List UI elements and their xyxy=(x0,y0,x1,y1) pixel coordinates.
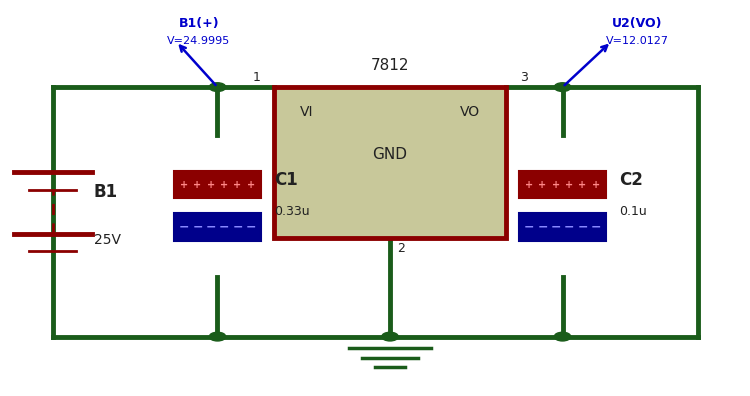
Text: +: + xyxy=(525,179,533,190)
Circle shape xyxy=(209,332,226,341)
Circle shape xyxy=(554,83,571,91)
Text: V=12.0127: V=12.0127 xyxy=(606,36,669,46)
Text: 0.33u: 0.33u xyxy=(274,205,310,218)
Text: −: − xyxy=(550,221,561,234)
Text: −: − xyxy=(524,221,534,234)
Bar xyxy=(519,213,606,241)
Text: +: + xyxy=(220,179,228,190)
Text: V=24.9995: V=24.9995 xyxy=(167,36,230,46)
Text: 1: 1 xyxy=(252,71,260,84)
Text: +: + xyxy=(565,179,573,190)
Text: 7812: 7812 xyxy=(370,58,410,73)
Text: −: − xyxy=(578,221,588,234)
Text: −: − xyxy=(232,221,243,234)
Text: 0.1u: 0.1u xyxy=(620,205,646,218)
Circle shape xyxy=(209,83,226,91)
Text: +: + xyxy=(207,179,215,190)
Text: 3: 3 xyxy=(520,71,528,84)
Circle shape xyxy=(382,332,398,341)
Text: VO: VO xyxy=(460,105,480,119)
Text: U2(VO): U2(VO) xyxy=(612,17,663,30)
Text: +: + xyxy=(233,179,242,190)
Text: −: − xyxy=(245,221,256,234)
Text: +: + xyxy=(592,179,600,190)
Bar xyxy=(174,171,261,198)
Text: −: − xyxy=(178,221,189,234)
Text: +: + xyxy=(180,179,188,190)
Text: GND: GND xyxy=(373,147,407,162)
Text: +: + xyxy=(247,179,255,190)
Circle shape xyxy=(554,332,571,341)
Text: −: − xyxy=(537,221,548,234)
Text: −: − xyxy=(206,221,216,234)
Text: −: − xyxy=(219,221,230,234)
Bar xyxy=(274,87,506,238)
Bar xyxy=(519,171,606,198)
Text: B1(+): B1(+) xyxy=(178,17,219,30)
Text: +: + xyxy=(552,179,560,190)
Text: +: + xyxy=(578,179,586,190)
Text: −: − xyxy=(192,221,202,234)
Text: +: + xyxy=(538,179,547,190)
Bar xyxy=(174,213,261,241)
Text: 2: 2 xyxy=(398,242,405,255)
Text: −: − xyxy=(564,221,574,234)
Text: VI: VI xyxy=(300,105,313,119)
Text: B1: B1 xyxy=(94,183,118,201)
Text: C2: C2 xyxy=(620,171,643,189)
Text: 25V: 25V xyxy=(94,232,121,247)
Text: +: + xyxy=(194,179,202,190)
Text: −: − xyxy=(591,221,602,234)
Text: C1: C1 xyxy=(274,171,298,189)
